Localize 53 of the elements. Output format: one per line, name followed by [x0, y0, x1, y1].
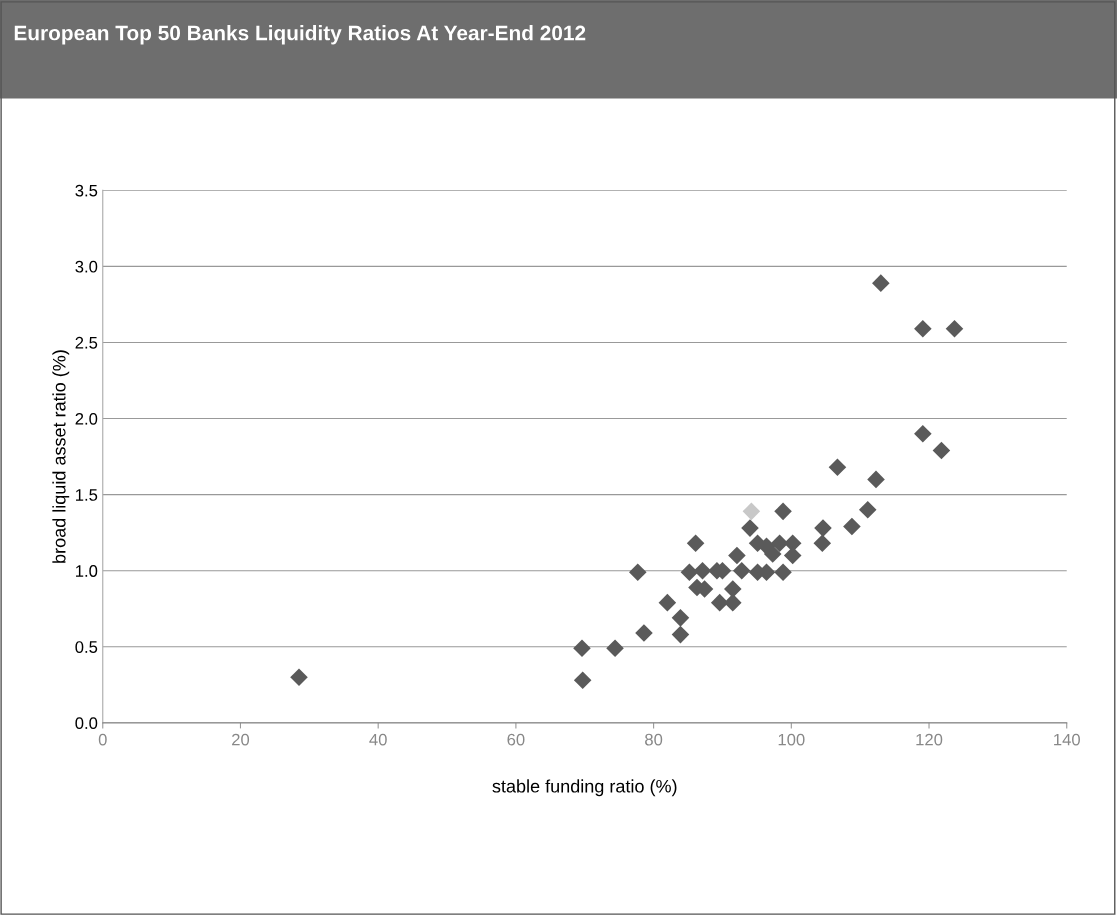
point [774, 502, 792, 521]
point [724, 593, 742, 612]
point [658, 593, 677, 612]
point [290, 668, 308, 686]
point [671, 609, 690, 627]
y-tick-label: 2.5 [75, 336, 98, 349]
point [686, 534, 705, 553]
x-tick-label: 80 [645, 733, 663, 746]
point [741, 519, 759, 537]
point [732, 561, 751, 580]
point [671, 625, 690, 644]
point [628, 563, 647, 581]
point [814, 519, 832, 537]
y-tick-label: 0.5 [75, 641, 98, 653]
y-tick-label: 1.5 [76, 489, 98, 501]
point [843, 517, 861, 536]
point [573, 671, 592, 690]
point [728, 546, 746, 565]
point [635, 624, 653, 642]
x-tick-label: 120 [916, 733, 943, 746]
y-axis-title: broad liquid asset ratio (%) [52, 350, 70, 563]
y-tick-label: 2.0 [75, 412, 98, 425]
point [770, 534, 789, 553]
point [914, 424, 932, 443]
point [724, 580, 742, 598]
point [693, 561, 712, 580]
point [606, 639, 624, 658]
point [945, 319, 964, 338]
y-tick-label: 0.0 [75, 717, 98, 730]
x-tick-label: 20 [232, 733, 250, 746]
y-tick-label: 3.5 [75, 184, 98, 197]
point [742, 502, 761, 521]
point [774, 563, 792, 581]
x-tick-label: 40 [369, 733, 387, 746]
x-tick-label: 0 [98, 733, 107, 746]
x-tick-label: 140 [1054, 733, 1080, 746]
point [828, 458, 847, 477]
point [932, 441, 951, 460]
point [867, 470, 885, 489]
point [763, 545, 782, 563]
point [914, 319, 932, 338]
x-axis-title: stable funding ratio (%) [492, 779, 677, 797]
y-tick-label: 1.0 [76, 565, 98, 577]
x-tick-label: 60 [507, 733, 525, 746]
point [710, 593, 729, 612]
point [872, 274, 890, 292]
point [680, 563, 699, 581]
point [858, 501, 877, 519]
y-tick-label: 3.0 [75, 260, 98, 273]
point [813, 534, 832, 553]
point [573, 639, 591, 658]
chart-title: European Top 50 Banks Liquidity Ratios At Year-End 2012 [14, 25, 586, 45]
x-tick-label: 100 [778, 733, 805, 746]
